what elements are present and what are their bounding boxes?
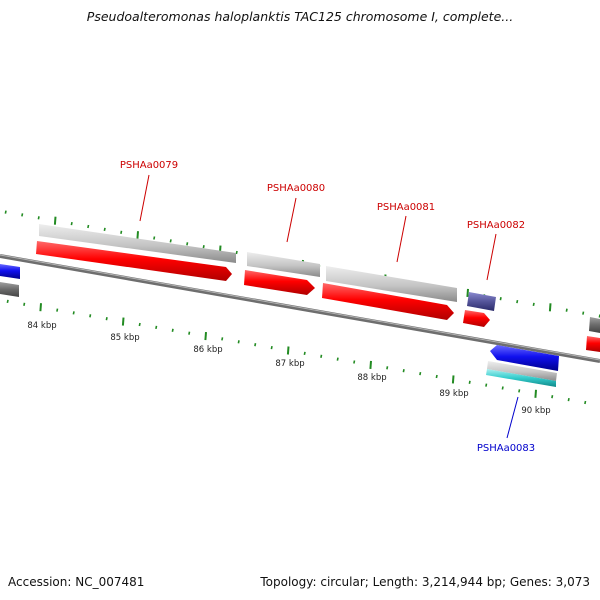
label-line-pshaa0083 (506, 396, 519, 439)
left-gene-bar[interactable] (0, 282, 19, 297)
gene-label-pshaa0083[interactable]: PSHAa0083 (477, 443, 535, 454)
gene-bar-pshaa0079[interactable] (39, 224, 236, 263)
major-tick (466, 288, 469, 297)
minor-tick (235, 250, 238, 255)
rna-track-pshaa0083[interactable] (486, 369, 556, 387)
minor-tick (4, 210, 7, 214)
minor-tick (584, 400, 587, 405)
ruler-label-85kbp: 85 kbp (110, 333, 139, 343)
minor-tick (138, 322, 141, 327)
ruler-label-90kbp: 90 kbp (521, 406, 550, 416)
minor-tick (499, 297, 502, 301)
gene-bar-pshaa0080[interactable] (247, 252, 320, 277)
major-tick (39, 303, 42, 312)
major-tick (136, 231, 139, 240)
minor-tick (419, 371, 422, 376)
minor-tick (37, 216, 40, 220)
map-title: Pseudoalteromonas haloplanktis TAC125 ch… (86, 9, 514, 24)
major-tick (534, 389, 537, 398)
minor-tick (103, 227, 106, 232)
minor-tick (551, 395, 554, 399)
minor-tick (23, 302, 26, 306)
minor-tick (518, 389, 521, 393)
minor-tick (72, 311, 75, 315)
minor-tick (120, 230, 123, 234)
ruler-label-86kbp: 86 kbp (193, 345, 222, 355)
gene-bar-pshaa0081[interactable] (326, 266, 457, 302)
label-line-pshaa0082 (486, 233, 497, 281)
cds-arrow-pshaa0080[interactable] (244, 270, 315, 295)
left-reverse-cds[interactable] (0, 264, 20, 279)
label-line-pshaa0080 (286, 197, 297, 243)
minor-tick (186, 242, 189, 246)
minor-tick (87, 224, 90, 229)
minor-tick (582, 311, 585, 315)
major-tick (53, 216, 57, 225)
ruler-label-87kbp: 87 kbp (275, 359, 304, 369)
gene-label-pshaa0082[interactable]: PSHAa0082 (467, 220, 525, 231)
minor-tick (171, 328, 174, 332)
cds-arrow-pshaa0079[interactable] (36, 241, 232, 281)
major-tick (286, 346, 290, 355)
minor-tick (386, 366, 389, 370)
major-tick (121, 317, 125, 326)
genome-backbone-highlight (0, 254, 600, 361)
label-line-pshaa0081 (396, 215, 407, 263)
minor-tick (237, 340, 240, 344)
minor-tick (468, 380, 471, 384)
right-forward-cds[interactable] (586, 336, 600, 352)
minor-tick (353, 360, 356, 364)
minor-tick (221, 337, 224, 341)
minor-tick (21, 213, 24, 217)
minor-tick (153, 236, 156, 240)
minor-tick (155, 325, 158, 330)
ruler-label-88kbp: 88 kbp (357, 373, 386, 383)
accession-text: Accession: NC_007481 (8, 575, 145, 589)
major-tick (548, 303, 552, 312)
trna-pshaa0082[interactable] (467, 292, 496, 311)
minor-tick (435, 374, 438, 379)
minor-tick (336, 357, 339, 361)
label-line-pshaa0079 (139, 174, 150, 222)
topology-text: Topology: circular; Length: 3,214,944 bp… (260, 575, 590, 589)
gene-label-pshaa0079[interactable]: PSHAa0079 (120, 160, 178, 171)
genome-backbone (0, 254, 600, 363)
gene-label-pshaa0080[interactable]: PSHAa0080 (267, 183, 325, 194)
right-gene-bar[interactable] (589, 317, 600, 333)
minor-tick (303, 351, 306, 356)
minor-tick (188, 331, 191, 335)
major-tick (369, 360, 372, 369)
gene-bar-pshaa0083[interactable] (487, 361, 557, 381)
cds-arrow-pshaa0082[interactable] (463, 310, 490, 327)
minor-tick (169, 239, 172, 243)
inner-tick-row (6, 299, 587, 405)
minor-tick (501, 386, 504, 390)
ruler-label-89kbp: 89 kbp (439, 389, 468, 399)
major-tick (451, 375, 455, 384)
minor-tick (6, 299, 9, 304)
gene-label-pshaa0081[interactable]: PSHAa0081 (377, 202, 435, 213)
cds-arrow-pshaa0083[interactable] (490, 345, 559, 371)
minor-tick (270, 345, 273, 350)
minor-tick (70, 221, 73, 226)
cds-arrow-pshaa0081[interactable] (322, 283, 454, 320)
minor-tick (105, 317, 108, 321)
minor-tick (532, 302, 535, 307)
minor-tick (320, 354, 323, 358)
minor-tick (202, 245, 205, 249)
minor-tick (485, 383, 488, 387)
minor-tick (89, 314, 92, 318)
minor-tick (516, 299, 519, 304)
major-tick (204, 332, 207, 341)
minor-tick (567, 397, 570, 402)
minor-tick (402, 369, 405, 373)
minor-tick (56, 308, 59, 312)
minor-tick (565, 308, 568, 312)
minor-tick (254, 343, 257, 347)
ruler-label-84kbp: 84 kbp (27, 321, 56, 331)
